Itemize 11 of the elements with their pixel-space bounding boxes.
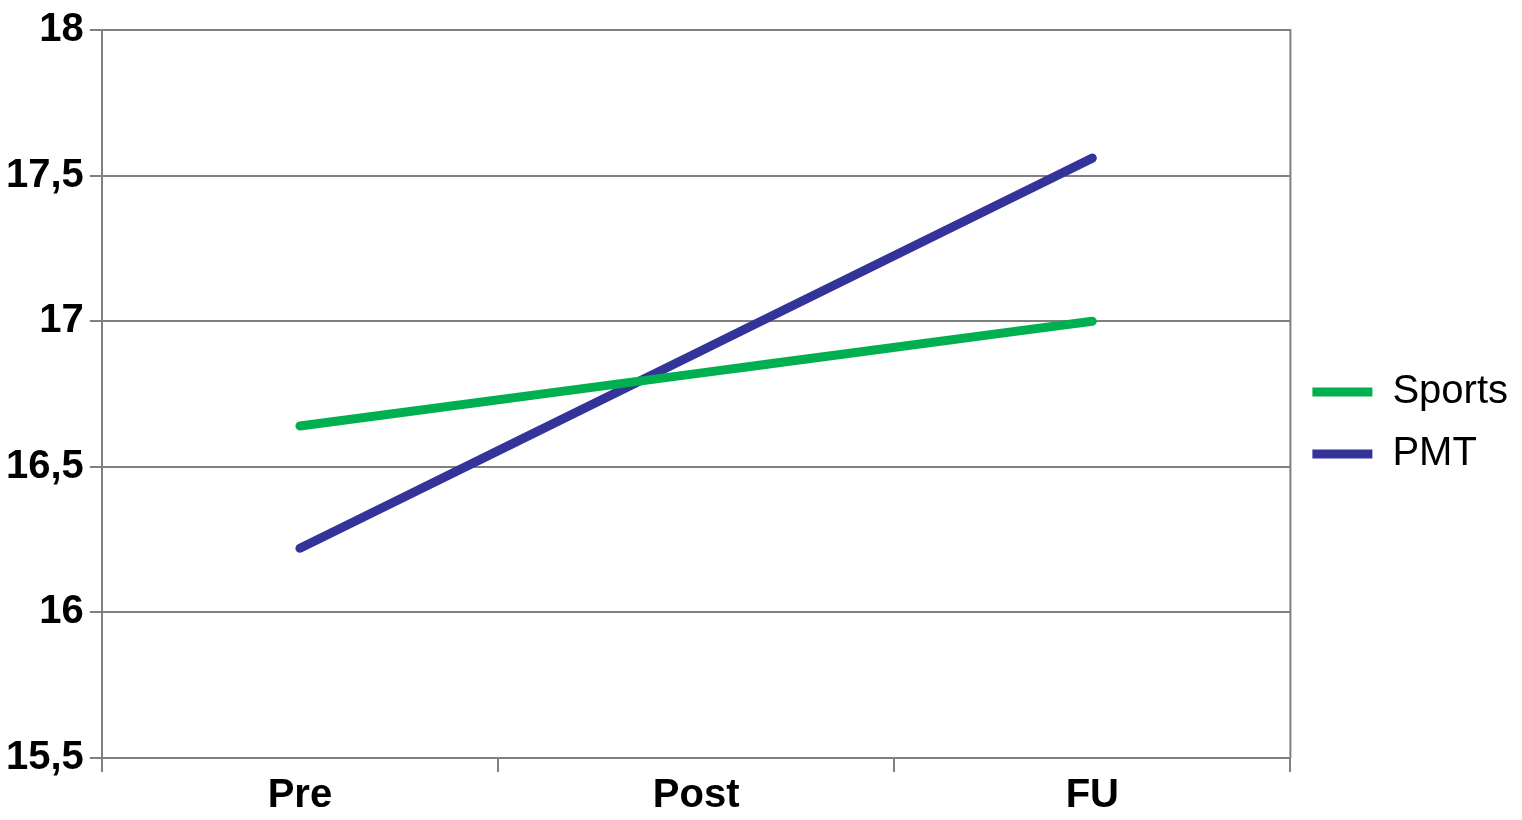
x-tick-label: Pre: [267, 771, 333, 816]
x-tick-label: Post: [652, 771, 740, 816]
y-tick-label: 17,5: [5, 150, 84, 195]
legend-label: PMT: [1392, 429, 1477, 474]
x-tick-label: FU: [1065, 771, 1119, 816]
legend-label: Sports: [1392, 367, 1508, 412]
y-tick-label: 15,5: [5, 733, 84, 778]
y-tick-label: 18: [39, 5, 84, 50]
y-tick-label: 16,5: [5, 441, 84, 486]
y-tick-label: 16: [39, 587, 84, 632]
y-tick-label: 17: [39, 296, 84, 341]
